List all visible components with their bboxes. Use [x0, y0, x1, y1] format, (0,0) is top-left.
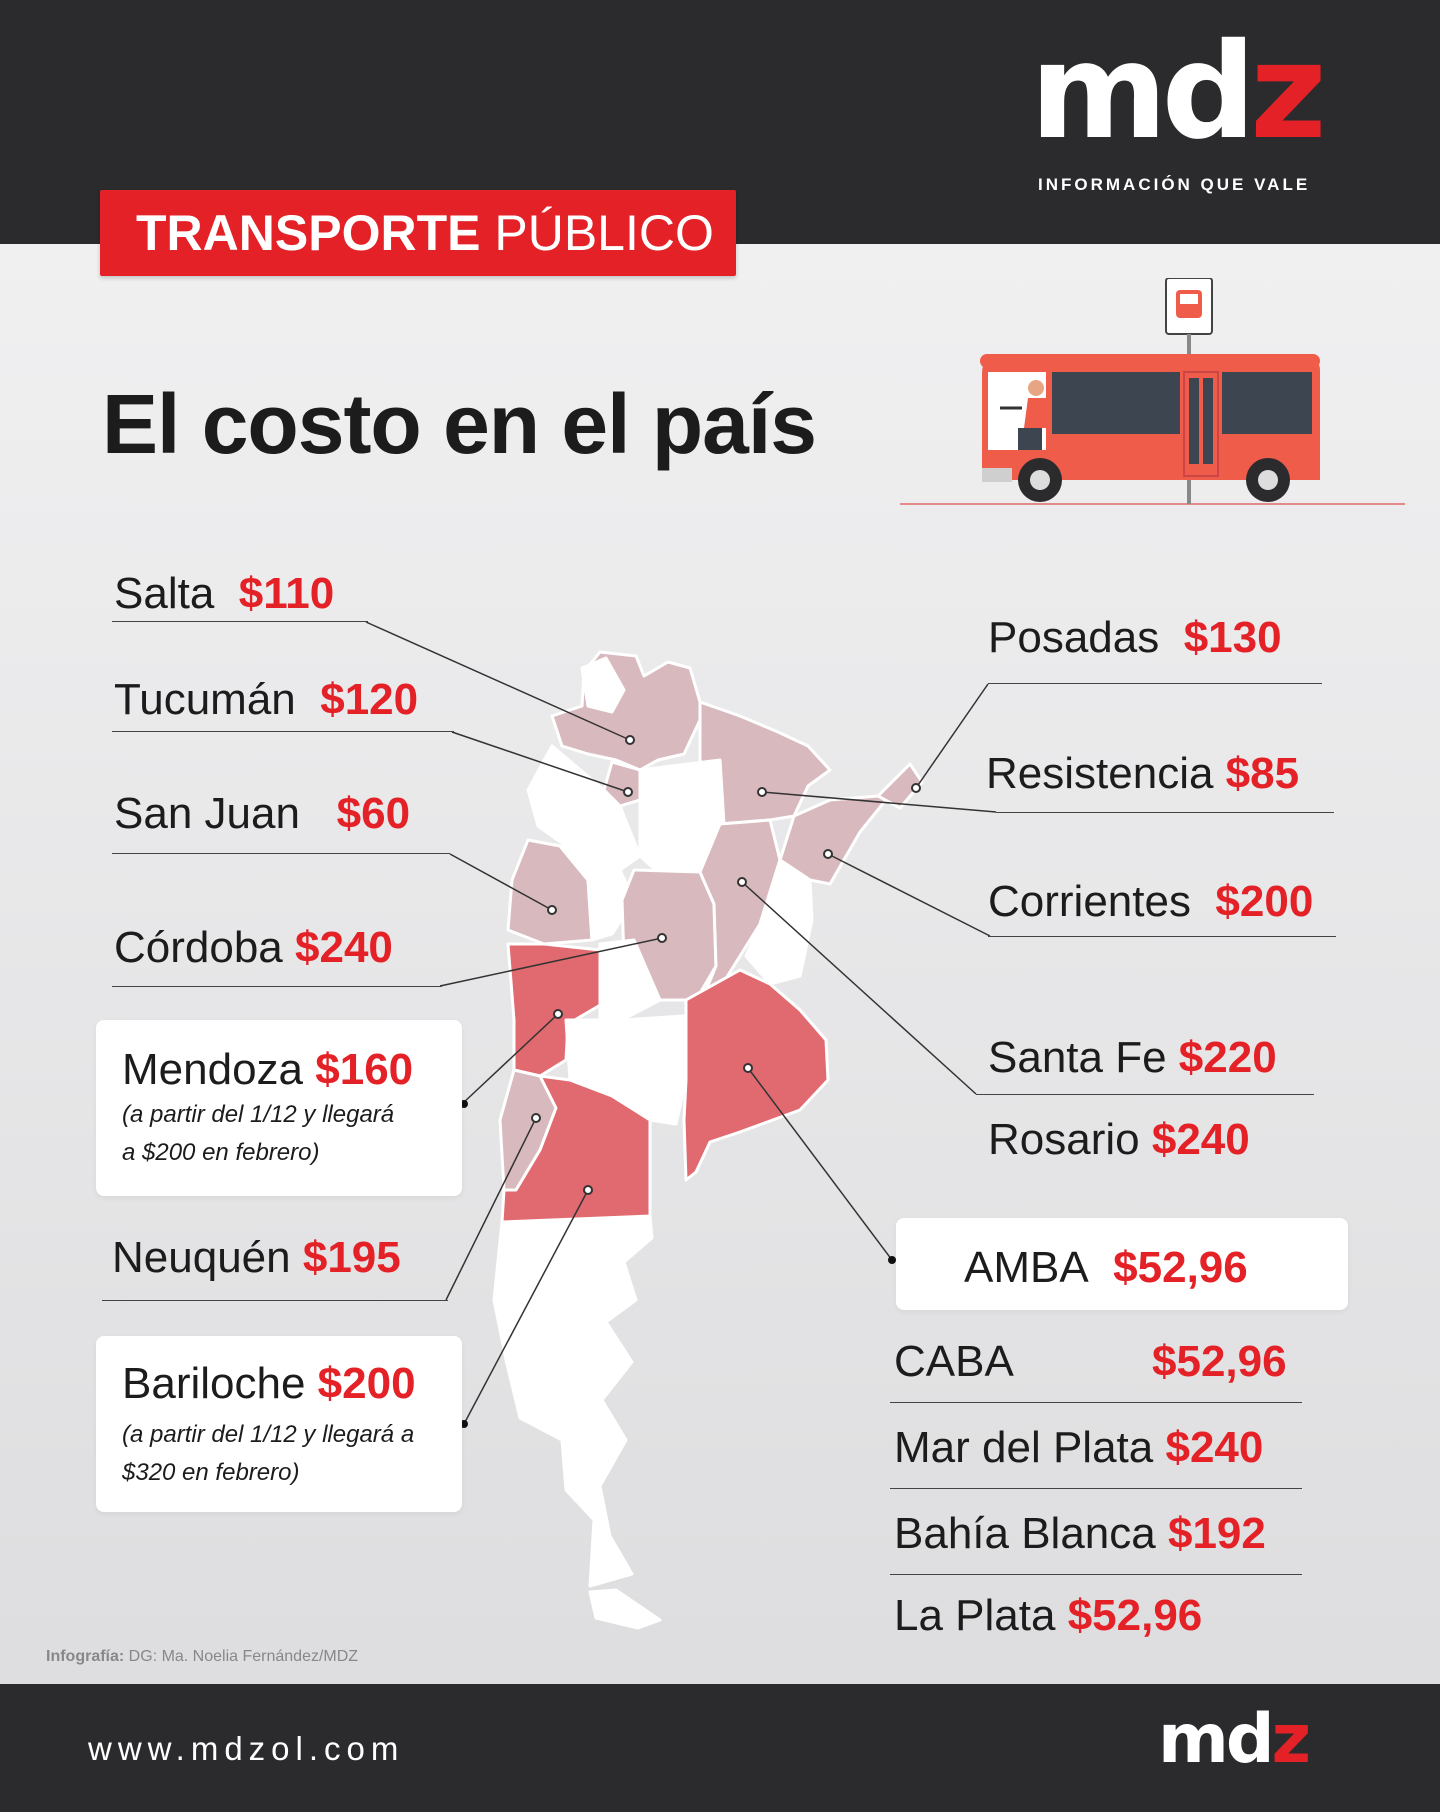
bariloche-note: (a partir del 1/12 y llegará a	[122, 1421, 415, 1448]
label-bahiablanca: Bahía Blanca $192	[894, 1509, 1266, 1558]
divider	[112, 986, 442, 987]
headline: El costo en el país	[102, 377, 817, 471]
divider	[976, 1094, 1314, 1095]
price-caba: $52,96	[1152, 1337, 1287, 1386]
map-region-larioja	[558, 844, 636, 942]
divider	[112, 731, 454, 732]
label-posadas: Posadas $130	[988, 613, 1282, 662]
divider	[890, 1574, 1302, 1575]
mendoza-note: (a partir del 1/12 y llegará	[122, 1101, 395, 1128]
label-rosario: Rosario $240	[988, 1115, 1250, 1164]
site-url[interactable]: www.mdzol.com	[88, 1730, 405, 1767]
mendoza-note: a $200 en febrero)	[122, 1139, 320, 1166]
label-mardelplata: Mar del Plata $240	[894, 1423, 1264, 1472]
mdz-logo-footer[interactable]: mdz	[1158, 1700, 1311, 1779]
divider	[890, 1402, 1302, 1403]
map-region-misiones	[876, 762, 924, 810]
label-bariloche: Bariloche $200	[122, 1359, 416, 1408]
bus-icon	[900, 278, 1405, 505]
divider	[102, 1300, 448, 1301]
label-tucuman: Tucumán $120	[114, 675, 419, 724]
label-resistencia: Resistencia $85	[986, 749, 1300, 798]
section-badge: TRANSPORTE PÚBLICO	[100, 190, 736, 276]
bariloche-card	[96, 1336, 462, 1512]
amba-card	[896, 1218, 1348, 1310]
label-corrientes: Corrientes $200	[988, 877, 1314, 926]
label-sanjuan: San Juan $60	[114, 789, 411, 838]
map-region-jujuy	[580, 656, 626, 714]
label-laplata: La Plata $52,96	[894, 1591, 1203, 1640]
map-region-entrerios	[744, 858, 814, 986]
map-region-salta	[550, 650, 702, 772]
label-cordoba: Córdoba $240	[114, 923, 393, 972]
map-region-buenosaires	[682, 968, 830, 1182]
divider	[996, 812, 1334, 813]
map-region-sanluis	[598, 938, 662, 1022]
label-amba: AMBA $52,96	[964, 1243, 1248, 1292]
credit: Infografía: DG: Ma. Noelia Fernández/MDZ	[46, 1648, 359, 1665]
divider	[988, 936, 1336, 937]
divider	[112, 621, 368, 622]
map-region-rionegro	[500, 1074, 652, 1224]
mendoza-card	[96, 1020, 462, 1196]
map-region-tierradelfuego	[588, 1588, 662, 1630]
bariloche-note: $320 en febrero)	[122, 1459, 300, 1486]
label-neuquen: Neuquén $195	[112, 1233, 401, 1282]
mdz-logo[interactable]: mdz	[1030, 15, 1327, 169]
map-region-patagonia	[492, 1214, 654, 1588]
label-mendoza: Mendoza $160	[122, 1045, 414, 1094]
divider	[112, 853, 450, 854]
footer-bar	[0, 1684, 1440, 1812]
label-caba: CABA	[894, 1337, 1014, 1386]
divider	[890, 1488, 1302, 1489]
divider	[988, 683, 1322, 684]
tagline: INFORMACIÓN QUE VALE	[1038, 175, 1311, 194]
label-santafe: Santa Fe $220	[988, 1033, 1277, 1082]
label-salta: Salta $110	[114, 569, 335, 618]
